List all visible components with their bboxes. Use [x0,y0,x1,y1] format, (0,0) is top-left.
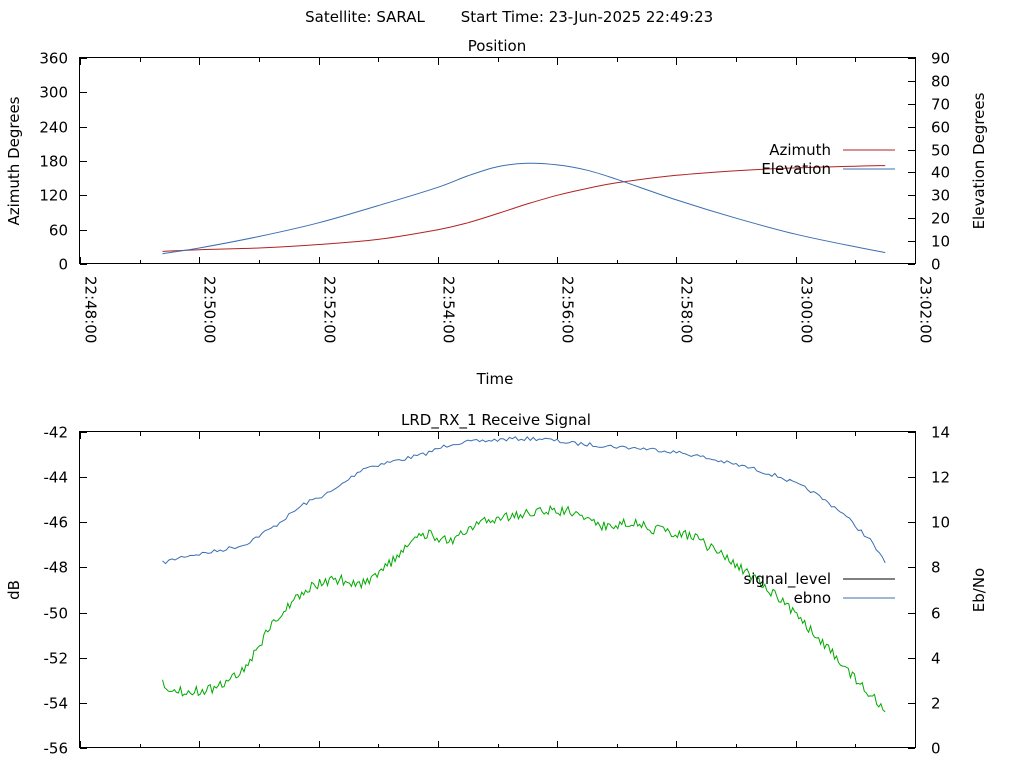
chart1-x-tick-label: 22:56:00 [559,276,577,343]
chart2-y2-tick-label: 14 [931,424,950,442]
chart1-x-tick-label: 22:48:00 [82,276,100,343]
chart1-y2-tick-label: 20 [931,210,950,228]
chart1-y2-tick-label: 50 [931,142,950,160]
chart1-x-tick-label: 22:54:00 [440,276,458,343]
chart1-y-tick-label: 180 [39,153,68,171]
series-signal-level-line [162,436,886,565]
chart1-y-tick-label: 120 [39,187,68,205]
chart1-title: Position [468,37,526,55]
chart2-y-tick-label: -42 [44,424,69,442]
chart1-y2-tick-label: 90 [931,50,950,68]
chart2-y-tick-label: -46 [44,514,69,532]
chart2-y-tick-label: -48 [44,559,69,577]
chart1-y-tick-label: 0 [58,256,68,274]
series-azimuth-line [162,165,886,252]
chart2-y-axis-label: dB [5,580,23,600]
chart1-y2-tick-label: 0 [931,256,941,274]
chart2-title: LRD_RX_1 Receive Signal [401,411,591,430]
chart1-x-tick-label: 22:52:00 [321,276,339,343]
chart2-y2-tick-label: 2 [931,695,941,713]
chart1-x-axis-label: Time [476,370,514,388]
chart1-y2-axis-label: Elevation Degrees [970,92,988,229]
chart2-y-tick-label: -44 [44,469,69,487]
legend-elevation-label: Elevation [761,160,831,178]
chart1-y2-tick-label: 10 [931,233,950,251]
chart1-y-tick-label: 60 [49,222,68,240]
chart2-y-tick-label: -52 [44,650,69,668]
chart1-x-tick-label: 23:02:00 [917,276,935,343]
chart1-x-tick-label: 22:58:00 [678,276,696,343]
series-ebno-line [162,504,886,713]
chart1-y2-tick-label: 30 [931,187,950,205]
chart1-x-tick-label: 23:00:00 [798,276,816,343]
chart1-y-tick-label: 300 [39,84,68,102]
legend-signal-level-label: signal_level [743,570,831,589]
legend-azimuth-label: Azimuth [769,141,831,159]
chart1-y-tick-label: 240 [39,119,68,137]
chart1-x-tick-label: 22:50:00 [201,276,219,343]
chart1-y2-tick-label: 60 [931,119,950,137]
chart2-y-tick-label: -56 [44,740,69,758]
chart1-y-axis-label: Azimuth Degrees [5,96,23,225]
chart2-y2-tick-label: 4 [931,650,941,668]
chart2-y-tick-label: -50 [44,605,69,623]
chart2-frame [79,431,916,748]
chart1-y2-tick-label: 40 [931,164,950,182]
chart2-y2-tick-label: 8 [931,559,941,577]
chart2-y2-tick-label: 0 [931,740,941,758]
chart1-y2-tick-label: 80 [931,73,950,91]
legend-ebno-label: ebno [794,589,831,607]
start-time-label: Start Time: 23-Jun-2025 22:49:23 [461,8,713,26]
chart2-y2-axis-label: Eb/No [970,568,988,612]
chart1-frame [79,57,916,264]
chart2-y2-tick-label: 6 [931,605,941,623]
satellite-label: Satellite: SARAL [305,8,425,26]
chart2-y2-tick-label: 10 [931,514,950,532]
chart1-y-tick-label: 360 [39,50,68,68]
series-elevation-line [162,162,886,255]
chart2-y-tick-label: -54 [44,695,69,713]
chart1-y2-tick-label: 70 [931,96,950,114]
chart2-y2-tick-label: 12 [931,469,950,487]
